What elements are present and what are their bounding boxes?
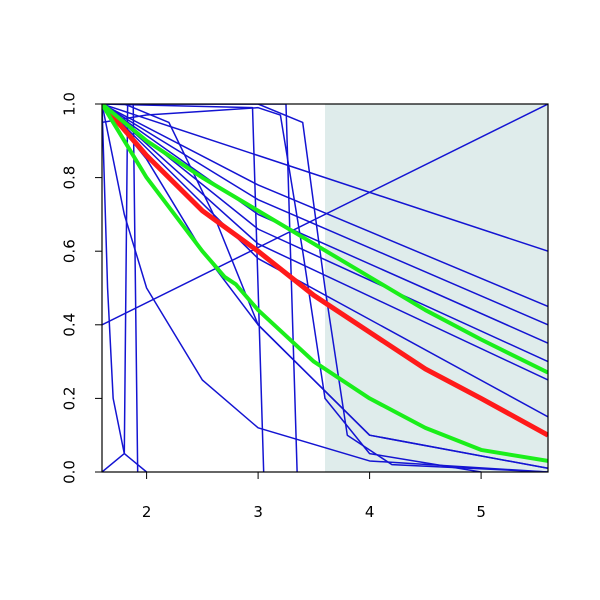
series-line — [102, 104, 265, 472]
shaded-region — [325, 104, 548, 472]
x-tick-label: 4 — [365, 503, 375, 521]
x-tick-label: 3 — [253, 503, 263, 521]
y-tick-label: 0.6 — [61, 239, 79, 263]
series-line — [102, 104, 548, 344]
series-line — [102, 104, 548, 438]
y-tick-label: 0.8 — [61, 166, 79, 190]
series-line — [102, 106, 482, 472]
series-line — [102, 104, 548, 470]
series-line — [102, 104, 548, 418]
y-tick-label: 1.0 — [61, 92, 79, 116]
y-tick-label: 0.4 — [61, 313, 79, 337]
y-tick-label: 0.2 — [61, 386, 79, 410]
series-line — [102, 104, 148, 472]
series-line — [102, 104, 548, 472]
series-line — [102, 104, 548, 472]
y-tick-label: 0.0 — [61, 460, 79, 484]
x-tick-label: 2 — [142, 503, 152, 521]
series-line — [102, 104, 548, 308]
series-line — [102, 104, 548, 463]
x-tick-label: 5 — [476, 503, 486, 521]
plot-area — [102, 104, 548, 472]
series-line — [102, 104, 548, 375]
series-line — [102, 104, 548, 326]
plot-frame — [101, 103, 549, 473]
series-line — [102, 104, 548, 252]
series-line — [102, 104, 548, 326]
series-line — [102, 104, 139, 472]
series-line — [102, 104, 548, 381]
series-line — [102, 104, 298, 472]
